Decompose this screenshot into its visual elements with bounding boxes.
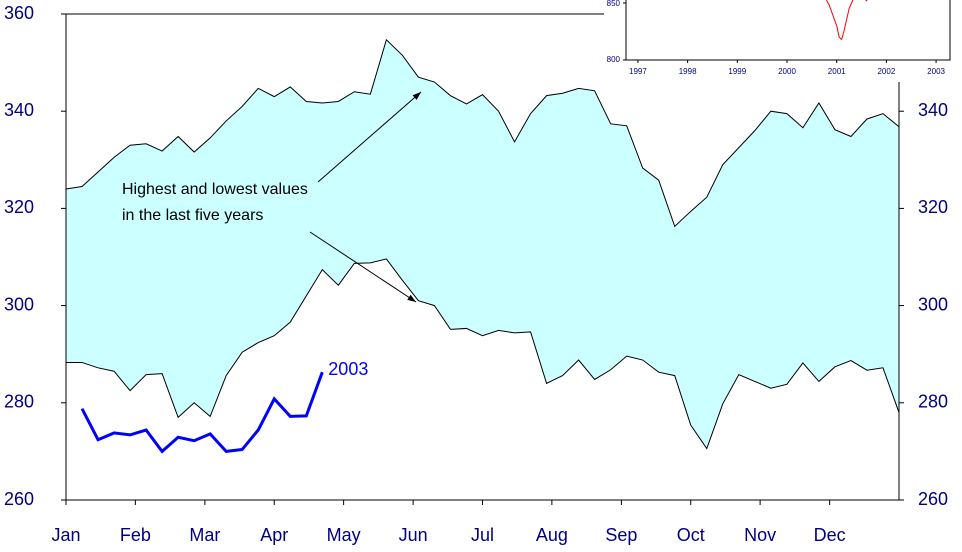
x-tick-label: Oct bbox=[677, 525, 705, 545]
inset-x-tick-label: 2000 bbox=[778, 67, 796, 76]
band-edge bbox=[66, 258, 900, 450]
inset-x-tick-label: 2001 bbox=[828, 67, 846, 76]
x-tick-label: Jun bbox=[399, 525, 428, 545]
inset-x-tick-label: 1999 bbox=[728, 67, 746, 76]
y-tick-label: 360 bbox=[4, 3, 34, 23]
inset-plot bbox=[825, 0, 868, 41]
inset-y-tick-label: 850 bbox=[607, 0, 621, 8]
band-area bbox=[66, 39, 899, 449]
inset-y-tick-label: 800 bbox=[607, 55, 621, 64]
y2-tick-label: 320 bbox=[918, 197, 948, 217]
y-tick-label: 300 bbox=[4, 294, 34, 314]
series-label: 2003 bbox=[328, 359, 368, 379]
x-tick-label: Aug bbox=[536, 525, 568, 545]
x-tick-label: May bbox=[327, 525, 361, 545]
arrow-head bbox=[407, 294, 416, 302]
x-tick-label: Apr bbox=[260, 525, 288, 545]
x-tick-label: Mar bbox=[189, 525, 220, 545]
arrow bbox=[317, 91, 422, 183]
y2-tick-label: 280 bbox=[918, 392, 948, 412]
x-tick-label: Nov bbox=[744, 525, 776, 545]
band-edge bbox=[65, 38, 900, 228]
inset-frame bbox=[625, 0, 951, 61]
y2-tick-label: 300 bbox=[918, 294, 948, 314]
inset-line bbox=[825, 0, 868, 41]
x-tick-label: Feb bbox=[120, 525, 151, 545]
annotation: Highest and lowest values bbox=[122, 181, 308, 198]
inset-x-tick-label: 1998 bbox=[679, 67, 697, 76]
x-tick-label: Jan bbox=[51, 525, 80, 545]
x-tick-label: Sep bbox=[605, 525, 637, 545]
y-tick-label: 340 bbox=[4, 100, 34, 120]
y2-tick-label: 340 bbox=[918, 100, 948, 120]
x-tick-label: Jul bbox=[471, 525, 494, 545]
y-tick-label: 320 bbox=[4, 197, 34, 217]
y-tick-label: 260 bbox=[4, 489, 34, 509]
arrow-head bbox=[412, 92, 421, 100]
inset-x-tick-label: 2003 bbox=[927, 67, 945, 76]
inset-x-tick-label: 1997 bbox=[629, 67, 647, 76]
annotation: in the last five years bbox=[122, 207, 263, 224]
inset-bg bbox=[604, 0, 962, 82]
y-tick-label: 280 bbox=[4, 392, 34, 412]
arrow bbox=[309, 231, 417, 303]
series-line bbox=[80, 371, 324, 454]
x-tick-label: Dec bbox=[814, 525, 846, 545]
y2-tick-label: 260 bbox=[918, 489, 948, 509]
inset-x-tick-label: 2002 bbox=[877, 67, 895, 76]
